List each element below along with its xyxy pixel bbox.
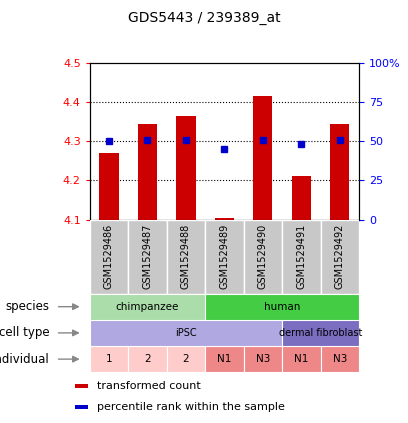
Bar: [205, 294, 359, 320]
Bar: [138, 124, 157, 220]
Text: GSM1529490: GSM1529490: [258, 224, 268, 289]
Bar: [205, 220, 244, 294]
Text: 2: 2: [144, 354, 151, 364]
Text: N1: N1: [217, 354, 232, 364]
Text: dermal fibroblast: dermal fibroblast: [279, 328, 362, 338]
Bar: [90, 346, 128, 372]
Text: N1: N1: [294, 354, 308, 364]
Bar: [330, 124, 349, 220]
Bar: [90, 220, 128, 294]
Text: chimpanzee: chimpanzee: [116, 302, 179, 312]
Bar: [75, 384, 88, 388]
Text: GDS5443 / 239389_at: GDS5443 / 239389_at: [128, 11, 280, 25]
Bar: [282, 320, 359, 346]
Bar: [321, 220, 359, 294]
Bar: [75, 405, 88, 409]
Bar: [90, 320, 282, 346]
Text: GSM1529486: GSM1529486: [104, 224, 114, 289]
Text: species: species: [5, 300, 49, 313]
Text: GSM1529487: GSM1529487: [142, 224, 153, 289]
Bar: [244, 220, 282, 294]
Text: GSM1529491: GSM1529491: [296, 224, 306, 289]
Text: N3: N3: [256, 354, 270, 364]
Bar: [167, 346, 205, 372]
Text: human: human: [264, 302, 300, 312]
Bar: [292, 176, 311, 220]
Text: N3: N3: [333, 354, 347, 364]
Bar: [215, 217, 234, 220]
Bar: [167, 220, 205, 294]
Text: cell type: cell type: [0, 327, 49, 339]
Text: GSM1529488: GSM1529488: [181, 224, 191, 289]
Bar: [282, 220, 321, 294]
Bar: [90, 294, 205, 320]
Bar: [100, 153, 119, 220]
Text: individual: individual: [0, 353, 49, 365]
Text: transformed count: transformed count: [97, 381, 200, 391]
Bar: [244, 346, 282, 372]
Bar: [282, 346, 321, 372]
Bar: [205, 346, 244, 372]
Bar: [128, 220, 167, 294]
Text: 2: 2: [183, 354, 189, 364]
Bar: [321, 346, 359, 372]
Text: 1: 1: [106, 354, 112, 364]
Text: GSM1529489: GSM1529489: [220, 224, 229, 289]
Text: percentile rank within the sample: percentile rank within the sample: [97, 402, 284, 412]
Text: iPSC: iPSC: [175, 328, 197, 338]
Text: GSM1529492: GSM1529492: [335, 224, 345, 289]
Bar: [176, 116, 195, 220]
Bar: [128, 346, 167, 372]
Bar: [253, 96, 273, 220]
